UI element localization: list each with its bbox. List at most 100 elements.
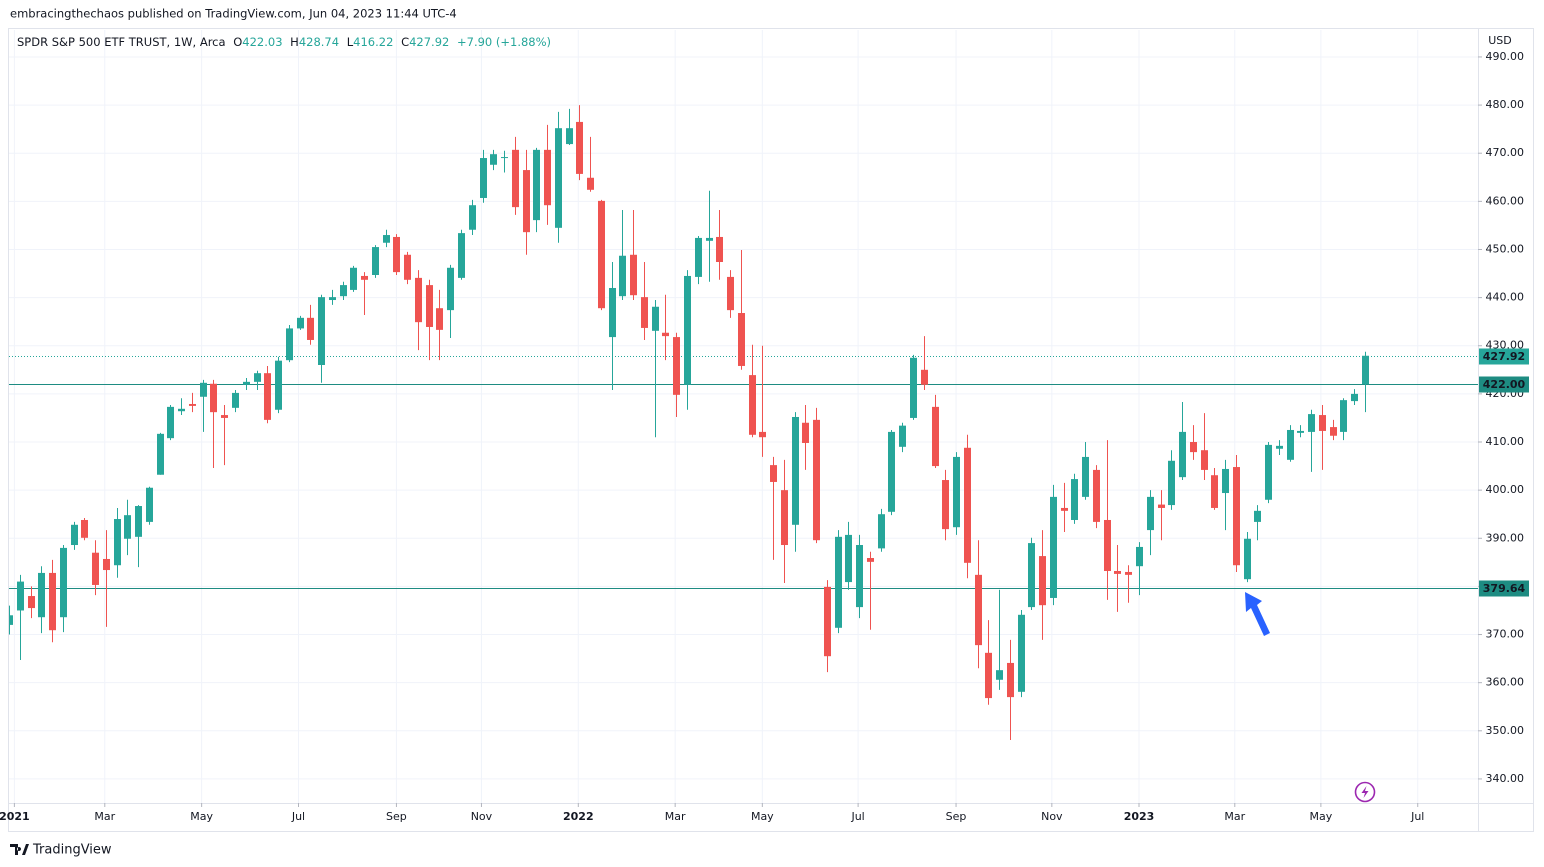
x-tick-label: Sep	[386, 810, 407, 823]
x-tick-label: Jul	[291, 810, 305, 823]
candle-body	[1050, 496, 1057, 598]
candle-body	[1018, 614, 1025, 692]
candle-body	[318, 297, 325, 365]
footer-logo	[10, 844, 29, 855]
candle-body	[716, 236, 723, 262]
x-tick-label: May	[1310, 810, 1333, 823]
candle-body	[695, 237, 702, 277]
candle-body	[942, 480, 949, 530]
y-tick-label: 350.00	[1486, 724, 1525, 737]
candle-body	[921, 369, 928, 385]
legend-value: 416.22	[353, 35, 393, 49]
candle-body	[490, 154, 497, 165]
candle-body	[824, 586, 831, 657]
x-tick-label: 2023	[1124, 810, 1155, 823]
x-tick-label: 2022	[563, 810, 594, 823]
candle-body	[598, 200, 605, 309]
candle-body	[1061, 507, 1068, 511]
legend-value: 422.03	[242, 35, 282, 49]
candle-body	[393, 236, 400, 273]
y-tick-label: 440.00	[1486, 291, 1525, 304]
candle-body	[17, 581, 24, 611]
y-tick-label: 340.00	[1486, 772, 1525, 785]
legend-label: H	[290, 35, 299, 49]
candle-body	[49, 572, 56, 631]
x-tick-label: May	[751, 810, 774, 823]
candle-body	[81, 519, 88, 538]
x-tick-label: Sep	[946, 810, 967, 823]
x-tick-label: Mar	[1224, 810, 1245, 823]
x-tick-label: Nov	[1041, 810, 1063, 823]
candle-body	[1222, 468, 1229, 494]
logo-mark	[10, 844, 29, 855]
candle-body	[813, 419, 820, 541]
candle-body	[232, 392, 239, 408]
candle-body	[372, 247, 379, 275]
candle-body	[1254, 510, 1261, 522]
candle-body	[480, 158, 487, 198]
candle-body	[835, 536, 842, 628]
candle-body	[609, 287, 616, 338]
price-label: 422.00	[1483, 378, 1526, 391]
alert-icon[interactable]	[1354, 781, 1376, 803]
candle-body	[1104, 519, 1111, 572]
y-tick-label: 460.00	[1486, 194, 1525, 207]
candle-body	[749, 375, 756, 435]
x-tick-label: Mar	[665, 810, 686, 823]
y-tick-label: 480.00	[1486, 98, 1525, 111]
candle-body	[135, 506, 142, 537]
candle-body	[888, 431, 895, 512]
candle-body	[964, 447, 971, 563]
candle-body	[1168, 460, 1175, 506]
x-tick-label: 2021	[0, 810, 30, 823]
candle-body	[867, 558, 874, 562]
candle-body	[706, 237, 713, 241]
candle-body	[910, 357, 917, 418]
icon-ring[interactable]	[1354, 781, 1376, 803]
candle-body	[275, 360, 282, 410]
candle-body	[157, 433, 164, 475]
currency-label: USD	[1488, 34, 1512, 47]
candle-body	[878, 514, 885, 549]
price-label-box	[1479, 376, 1529, 393]
candle-body	[404, 254, 411, 280]
candle-body	[114, 519, 121, 566]
candle-body	[953, 456, 960, 528]
candle-body	[178, 408, 185, 412]
candle-body	[264, 373, 271, 420]
candle-body	[566, 128, 573, 145]
candle-body	[350, 267, 357, 290]
y-tick-label: 360.00	[1486, 676, 1525, 689]
chart-legend: SPDR S&P 500 ETF TRUST, 1W, Arca O422.03…	[17, 35, 551, 49]
y-tick-label: 470.00	[1486, 146, 1525, 159]
candle-body	[1308, 414, 1315, 432]
icon-bolt[interactable]	[1361, 786, 1369, 798]
candle-body	[60, 547, 67, 618]
candle-body	[1351, 393, 1358, 402]
candle-body	[1330, 427, 1337, 436]
candle-body	[9, 615, 13, 625]
candle-body	[738, 313, 745, 366]
candle-body	[1265, 444, 1272, 500]
y-tick-label: 370.00	[1486, 628, 1525, 641]
candle-body	[759, 431, 766, 438]
candle-body	[1136, 546, 1143, 567]
y-tick-label: 430.00	[1486, 339, 1525, 352]
footer-brand: TradingView	[32, 843, 112, 858]
candle-body	[1340, 400, 1347, 432]
candle-body	[802, 422, 809, 443]
symbol-title: SPDR S&P 500 ETF TRUST, 1W, Arca	[17, 35, 226, 49]
candle-body	[92, 552, 99, 585]
candle-body	[1319, 415, 1326, 431]
candle-body	[512, 149, 519, 208]
legend-value: 428.74	[299, 35, 339, 49]
candle-body	[684, 275, 691, 385]
candle-body	[1125, 571, 1132, 575]
price-label: 379.64	[1483, 582, 1526, 595]
candle-body	[146, 487, 153, 522]
candle-body	[975, 574, 982, 646]
candle-body	[555, 128, 562, 228]
candle-body	[124, 515, 131, 539]
x-tick-label: Jul	[850, 810, 864, 823]
